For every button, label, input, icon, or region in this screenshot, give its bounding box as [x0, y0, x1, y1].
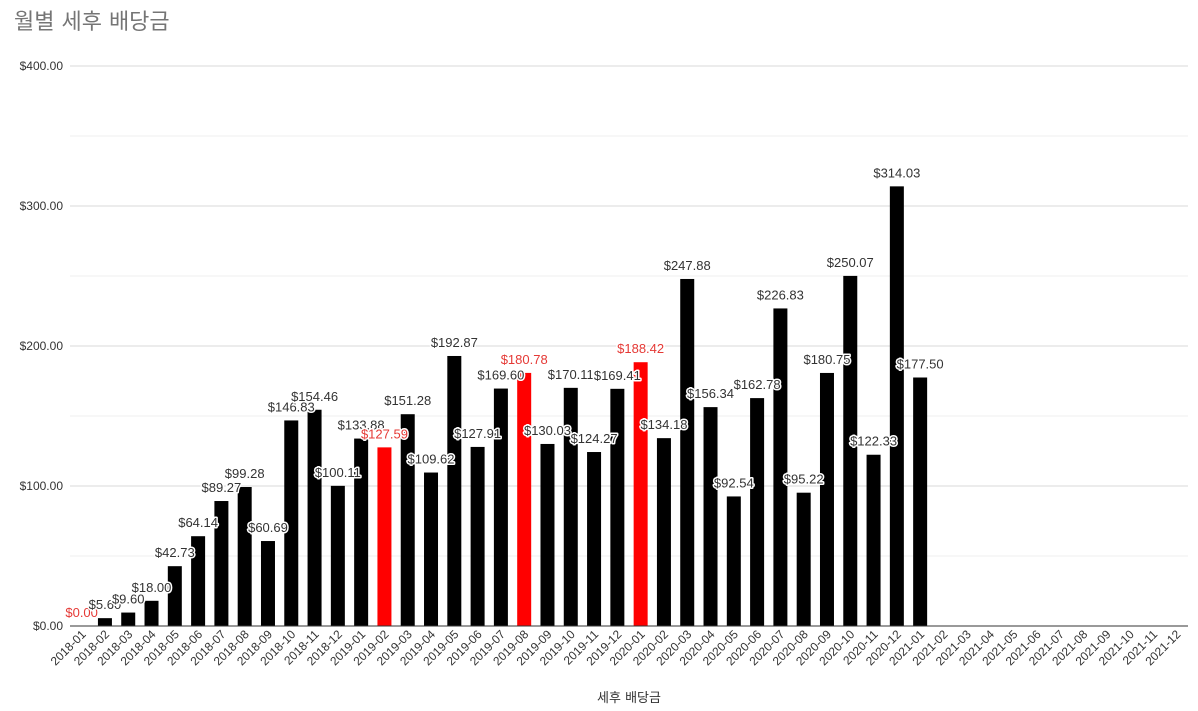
bar-2019-10: [563, 387, 578, 626]
y-tick-label: $200.00: [20, 339, 64, 353]
data-label-2018-02: $5.60: [89, 597, 122, 612]
data-label-2019-01: $133.88: [338, 418, 385, 433]
data-label-2018-04: $18.00: [132, 580, 172, 595]
bar-2020-01: [633, 362, 648, 626]
bar-2020-08: [796, 492, 811, 626]
bar-2019-02: [377, 447, 392, 626]
x-axis-ticks: 2018-012018-022018-032018-042018-052018-…: [48, 627, 1184, 668]
data-label-2019-12: $169.41: [594, 368, 641, 383]
bar-2020-12: [889, 186, 904, 626]
data-label-2018-01: $0.00: [65, 605, 98, 620]
y-tick-label: $0.00: [33, 619, 63, 633]
bar-2021-01: [913, 377, 928, 626]
data-label-2018-07: $89.27: [202, 480, 242, 495]
y-tick-label: $100.00: [20, 479, 64, 493]
y-axis-ticks: $0.00 $100.00 $200.00 $300.00 $400.00: [20, 59, 64, 633]
data-label-2020-07: $226.83: [757, 287, 804, 302]
data-label-2018-05: $42.73: [155, 545, 195, 560]
data-labels: $0.00$5.60$9.60$18.00$42.73$64.14$89.27$…: [64, 164, 945, 622]
data-label-2020-04: $156.34: [687, 386, 734, 401]
y-tick-label: $300.00: [20, 199, 64, 213]
data-label-2020-08: $95.22: [784, 472, 824, 487]
data-label-2020-11: $122.33: [850, 434, 897, 449]
data-label-2021-01: $177.50: [897, 357, 944, 372]
bar-2020-05: [726, 496, 741, 626]
data-label-2019-07: $169.60: [477, 368, 524, 383]
bar-2019-08: [517, 372, 532, 626]
bar-2019-05: [447, 355, 462, 626]
data-label-2020-09: $180.75: [803, 352, 850, 367]
data-label-2019-03: $151.28: [384, 393, 431, 408]
bar-2020-07: [773, 308, 788, 626]
bar-2018-08: [237, 487, 252, 626]
bar-2018-04: [144, 600, 159, 626]
bar-2018-11: [307, 409, 322, 626]
bar-2020-04: [703, 407, 718, 626]
bar-2020-10: [843, 275, 858, 626]
chart-title: 월별 세후 배당금: [14, 10, 170, 35]
y-tick-label: $400.00: [20, 59, 64, 73]
bar-2018-06: [191, 536, 206, 626]
bar-2018-05: [167, 566, 182, 626]
data-label-2020-03: $247.88: [664, 258, 711, 273]
bar-2019-09: [540, 443, 555, 626]
bar-2018-10: [284, 420, 299, 626]
data-label-2018-03: $9.60: [112, 592, 145, 607]
data-label-2019-09: $130.03: [524, 423, 571, 438]
x-axis-title: 세후 배당금: [597, 691, 661, 706]
data-label-2020-05: $92.54: [714, 475, 754, 490]
data-label-2020-12: $314.03: [873, 165, 920, 180]
gridlines: [70, 65, 1188, 557]
data-label-2018-12: $100.11: [315, 465, 361, 480]
bar-2018-12: [330, 485, 345, 626]
bar-2020-02: [656, 438, 671, 626]
bar-2019-01: [354, 438, 369, 626]
data-label-2018-10: $146.83: [268, 399, 315, 414]
data-label-2020-02: $134.18: [640, 417, 687, 432]
bar-2020-06: [750, 398, 765, 626]
data-label-2019-06: $127.91: [454, 426, 501, 441]
bar-2019-04: [424, 472, 439, 626]
bar-2019-11: [587, 452, 602, 626]
bar-2019-07: [493, 388, 508, 626]
data-label-2019-11: $124.27: [571, 431, 618, 446]
bar-2020-09: [819, 372, 834, 626]
bar-2018-02: [97, 618, 112, 626]
data-label-2019-08: $180.78: [501, 352, 548, 367]
bar-2019-12: [610, 388, 625, 626]
data-label-2019-05: $192.87: [431, 335, 478, 350]
data-label-2020-06: $162.78: [734, 377, 781, 392]
bar-2018-03: [121, 612, 136, 626]
data-label-2018-09: $60.69: [248, 520, 288, 535]
data-label-2019-10: $170.11: [548, 367, 594, 382]
bar-2018-09: [260, 541, 275, 626]
data-label-2018-11: $154.46: [291, 389, 338, 404]
data-label-2019-02: $127.59: [361, 426, 408, 441]
data-label-2018-08: $99.28: [225, 466, 265, 481]
bar-2020-11: [866, 454, 881, 626]
data-label-2018-06: $64.14: [178, 515, 218, 530]
data-label-2020-10: $250.07: [827, 255, 874, 270]
bars: [97, 186, 928, 626]
bar-2020-03: [680, 278, 695, 626]
bar-2019-03: [400, 414, 415, 626]
data-label-2020-01: $188.42: [617, 341, 664, 356]
bar-2019-06: [470, 446, 485, 626]
bar-2018-07: [214, 501, 229, 626]
data-label-2019-04: $109.62: [408, 452, 455, 467]
